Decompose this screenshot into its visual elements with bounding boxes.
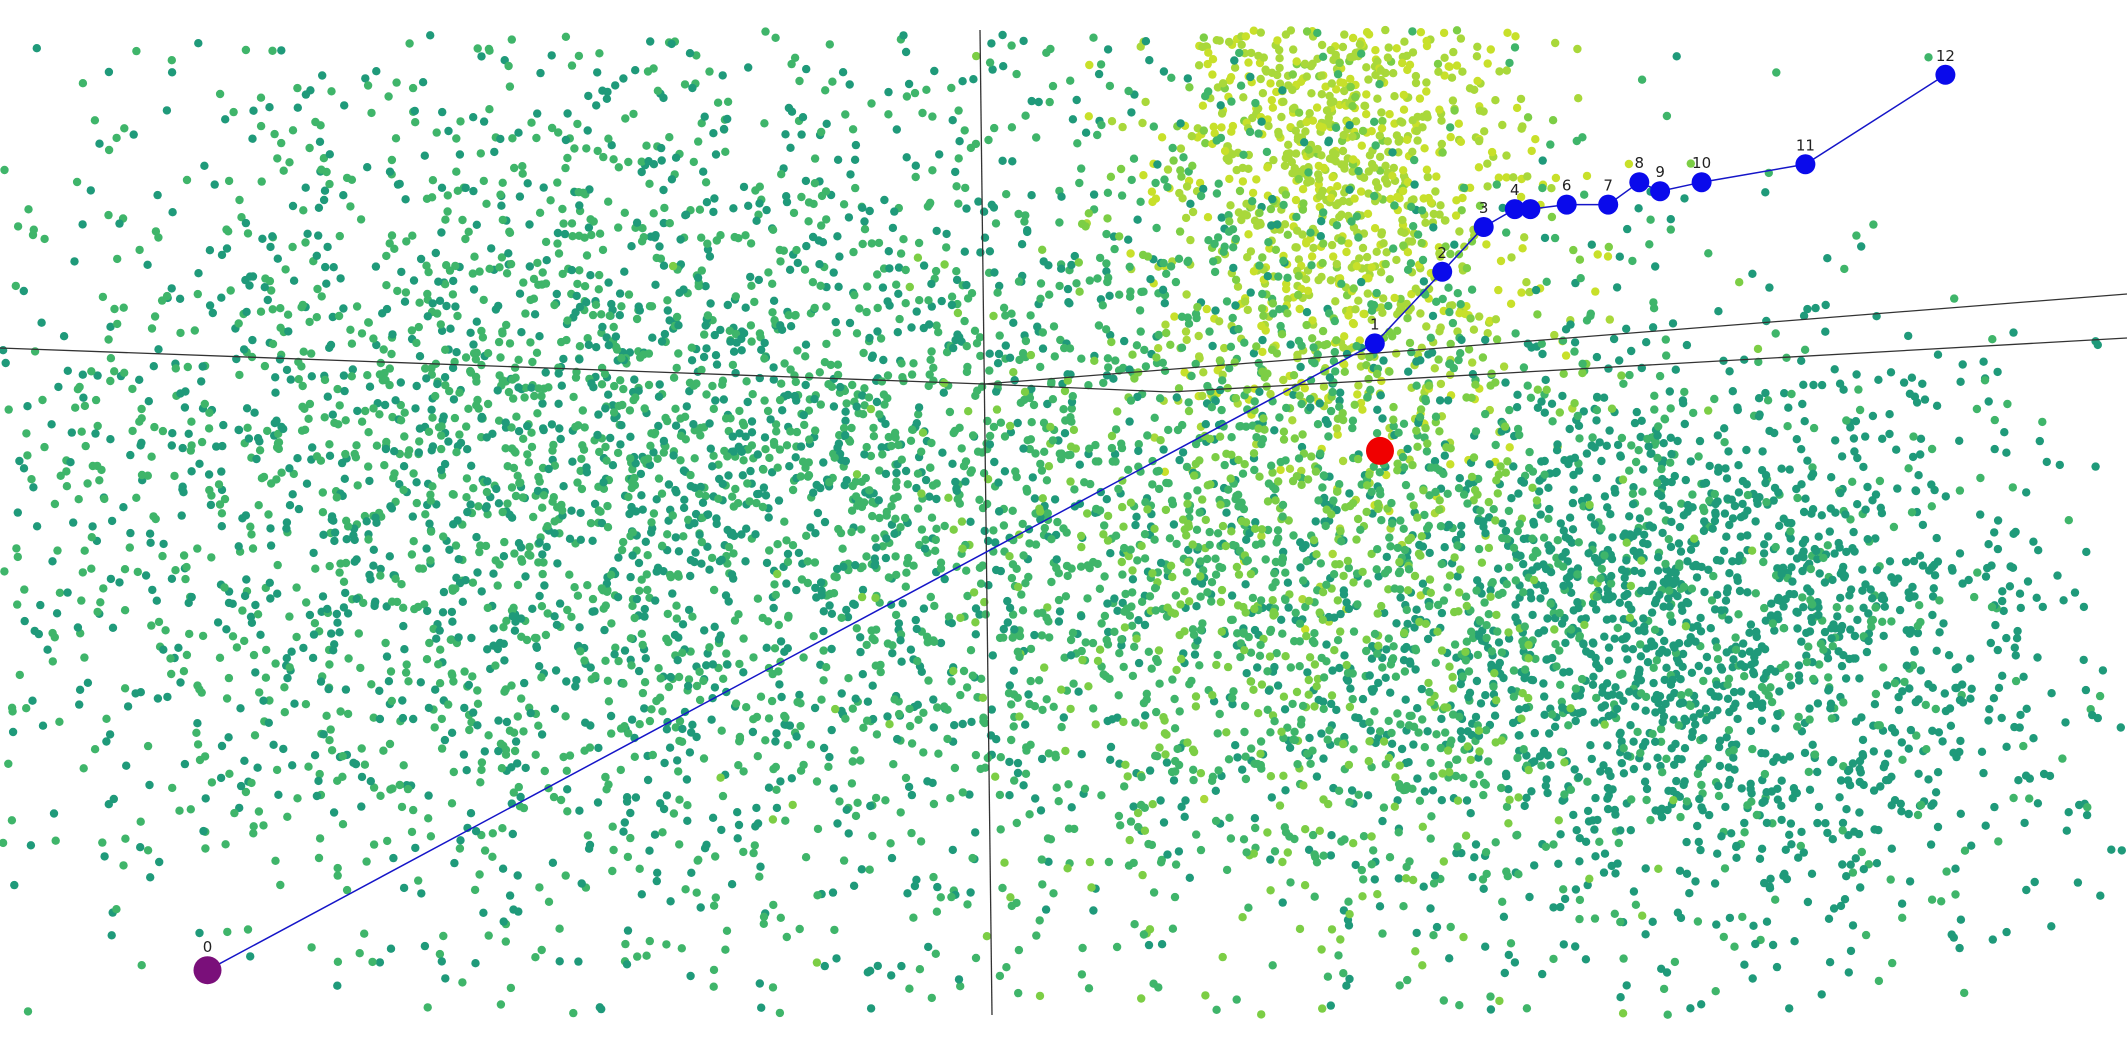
scatter-plot[interactable]: 01234 6 78 9 101112: [0, 0, 2127, 1052]
